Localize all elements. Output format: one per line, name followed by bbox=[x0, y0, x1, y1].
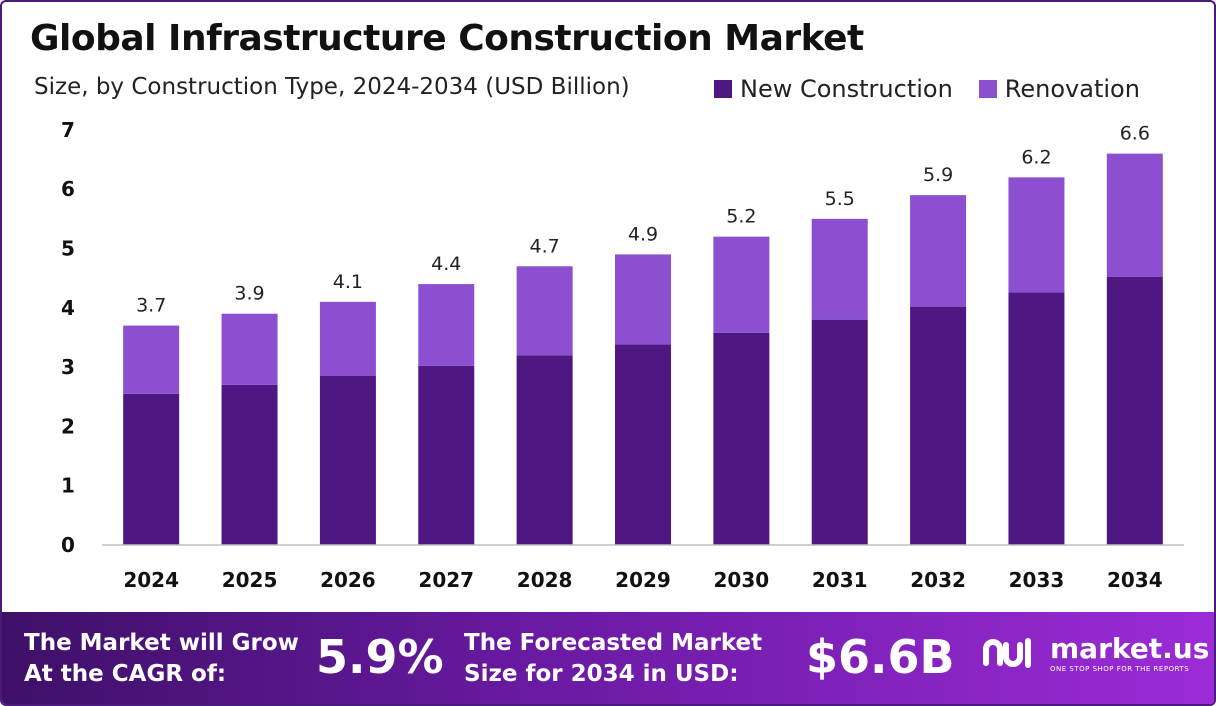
y-tick-label: 7 bbox=[61, 118, 75, 142]
footer-banner: The Market will Grow At the CAGR of: 5.9… bbox=[2, 612, 1214, 704]
x-tick-label-2033: 2033 bbox=[1009, 568, 1065, 592]
data-label-2032: 5.9 bbox=[923, 164, 953, 186]
forecast-label: The Forecasted Market Size for 2034 in U… bbox=[464, 628, 762, 690]
bar-new-construction-2028 bbox=[516, 355, 573, 545]
bar-renovation-2031 bbox=[811, 218, 868, 320]
y-tick-label: 2 bbox=[61, 414, 75, 438]
y-tick-label: 6 bbox=[61, 177, 75, 201]
data-label-2025: 3.9 bbox=[234, 283, 264, 305]
legend-label-new-construction: New Construction bbox=[740, 75, 953, 103]
market-us-logo-icon bbox=[983, 638, 1031, 668]
bar-new-construction-2031 bbox=[811, 319, 868, 545]
x-tick-label-2028: 2028 bbox=[517, 568, 573, 592]
bar-renovation-2030 bbox=[713, 236, 770, 333]
bar-new-construction-2030 bbox=[713, 332, 770, 545]
bar-renovation-2027 bbox=[418, 284, 475, 366]
x-tick-label-2030: 2030 bbox=[714, 568, 770, 592]
bar-new-construction-2027 bbox=[418, 365, 475, 545]
bars: 3.7 3.9 4.1 4.4 4.7 4.9 5.2 5.5 5.9 6.2 6.6 bbox=[123, 123, 1163, 545]
data-label-2024: 3.7 bbox=[136, 295, 166, 317]
data-label-2030: 5.2 bbox=[726, 206, 756, 228]
cagr-label-line1: The Market will Grow bbox=[24, 630, 299, 656]
x-axis: 2024 2025 2026 2027 2028 2029 2030 2031 2032 2033… bbox=[102, 544, 1184, 592]
bar-new-construction-2024 bbox=[123, 393, 180, 545]
forecast-label-line1: The Forecasted Market bbox=[464, 630, 763, 656]
data-label-2029: 4.9 bbox=[628, 223, 658, 245]
chart-legend: New Construction Renovation bbox=[714, 75, 1166, 103]
data-label-2027: 4.4 bbox=[431, 253, 461, 275]
x-tick-label-2025: 2025 bbox=[222, 568, 278, 592]
bar-chart: 0 1 2 3 4 5 6 7 3.7 3.9 4.1 4.4 4.7 4.9 5.2 5.5 5.9 6.2 6… bbox=[61, 118, 1184, 592]
data-label-2026: 4.1 bbox=[333, 271, 363, 293]
legend-swatch-renovation bbox=[978, 80, 997, 98]
chart-subtitle: Size, by Construction Type, 2024-2034 (U… bbox=[34, 74, 630, 100]
x-tick-label-2034: 2034 bbox=[1107, 568, 1163, 592]
bar-renovation-2026 bbox=[319, 301, 376, 376]
forecast-label-line2: Size for 2034 in USD: bbox=[464, 661, 739, 687]
y-tick-label: 5 bbox=[61, 237, 75, 261]
y-tick-label: 3 bbox=[61, 355, 75, 379]
bar-renovation-2028 bbox=[516, 266, 573, 356]
bar-renovation-2033 bbox=[1008, 177, 1065, 293]
legend-item-new-construction: New Construction bbox=[714, 75, 953, 103]
chart-title: Global Infrastructure Construction Marke… bbox=[30, 18, 864, 59]
data-label-2028: 4.7 bbox=[530, 235, 560, 257]
bar-new-construction-2026 bbox=[319, 375, 376, 545]
legend-swatch-new-construction bbox=[714, 80, 732, 98]
logo-name: market.us bbox=[1050, 632, 1210, 665]
x-tick-label-2029: 2029 bbox=[615, 568, 671, 592]
data-label-2031: 5.5 bbox=[825, 188, 855, 210]
market-us-logo: market.us ONE STOP SHOP FOR THE REPORTS bbox=[982, 634, 1209, 674]
bar-renovation-2025 bbox=[221, 313, 278, 385]
legend-label-renovation: Renovation bbox=[1004, 75, 1140, 103]
cagr-label: The Market will Grow At the CAGR of: bbox=[24, 628, 299, 690]
y-axis: 0 1 2 3 4 5 6 7 bbox=[61, 118, 75, 557]
logo-tagline: ONE STOP SHOP FOR THE REPORTS bbox=[1050, 665, 1190, 673]
x-tick-label-2031: 2031 bbox=[812, 568, 868, 592]
cagr-value: 5.9% bbox=[316, 630, 444, 684]
bar-renovation-2029 bbox=[615, 254, 671, 345]
x-tick-label-2026: 2026 bbox=[320, 568, 376, 592]
y-tick-label: 0 bbox=[61, 533, 75, 557]
legend-item-renovation: Renovation bbox=[978, 75, 1140, 103]
bar-new-construction-2029 bbox=[615, 344, 671, 545]
data-label-2034: 6.6 bbox=[1120, 123, 1150, 145]
bar-new-construction-2032 bbox=[910, 306, 967, 545]
bar-new-construction-2033 bbox=[1008, 292, 1065, 545]
cagr-label-line2: At the CAGR of: bbox=[24, 661, 227, 687]
x-tick-label-2032: 2032 bbox=[910, 568, 966, 592]
bar-renovation-2024 bbox=[123, 325, 180, 394]
bar-renovation-2032 bbox=[910, 195, 967, 307]
bar-new-construction-2025 bbox=[221, 384, 278, 545]
data-label-2033: 6.2 bbox=[1021, 146, 1051, 168]
forecast-value: $6.6B bbox=[806, 630, 955, 684]
y-tick-label: 4 bbox=[61, 296, 75, 320]
bar-renovation-2034 bbox=[1106, 153, 1163, 277]
x-tick-label-2024: 2024 bbox=[123, 568, 179, 592]
bar-new-construction-2034 bbox=[1106, 276, 1163, 545]
x-tick-label-2027: 2027 bbox=[418, 568, 474, 592]
y-tick-label: 1 bbox=[61, 474, 75, 498]
